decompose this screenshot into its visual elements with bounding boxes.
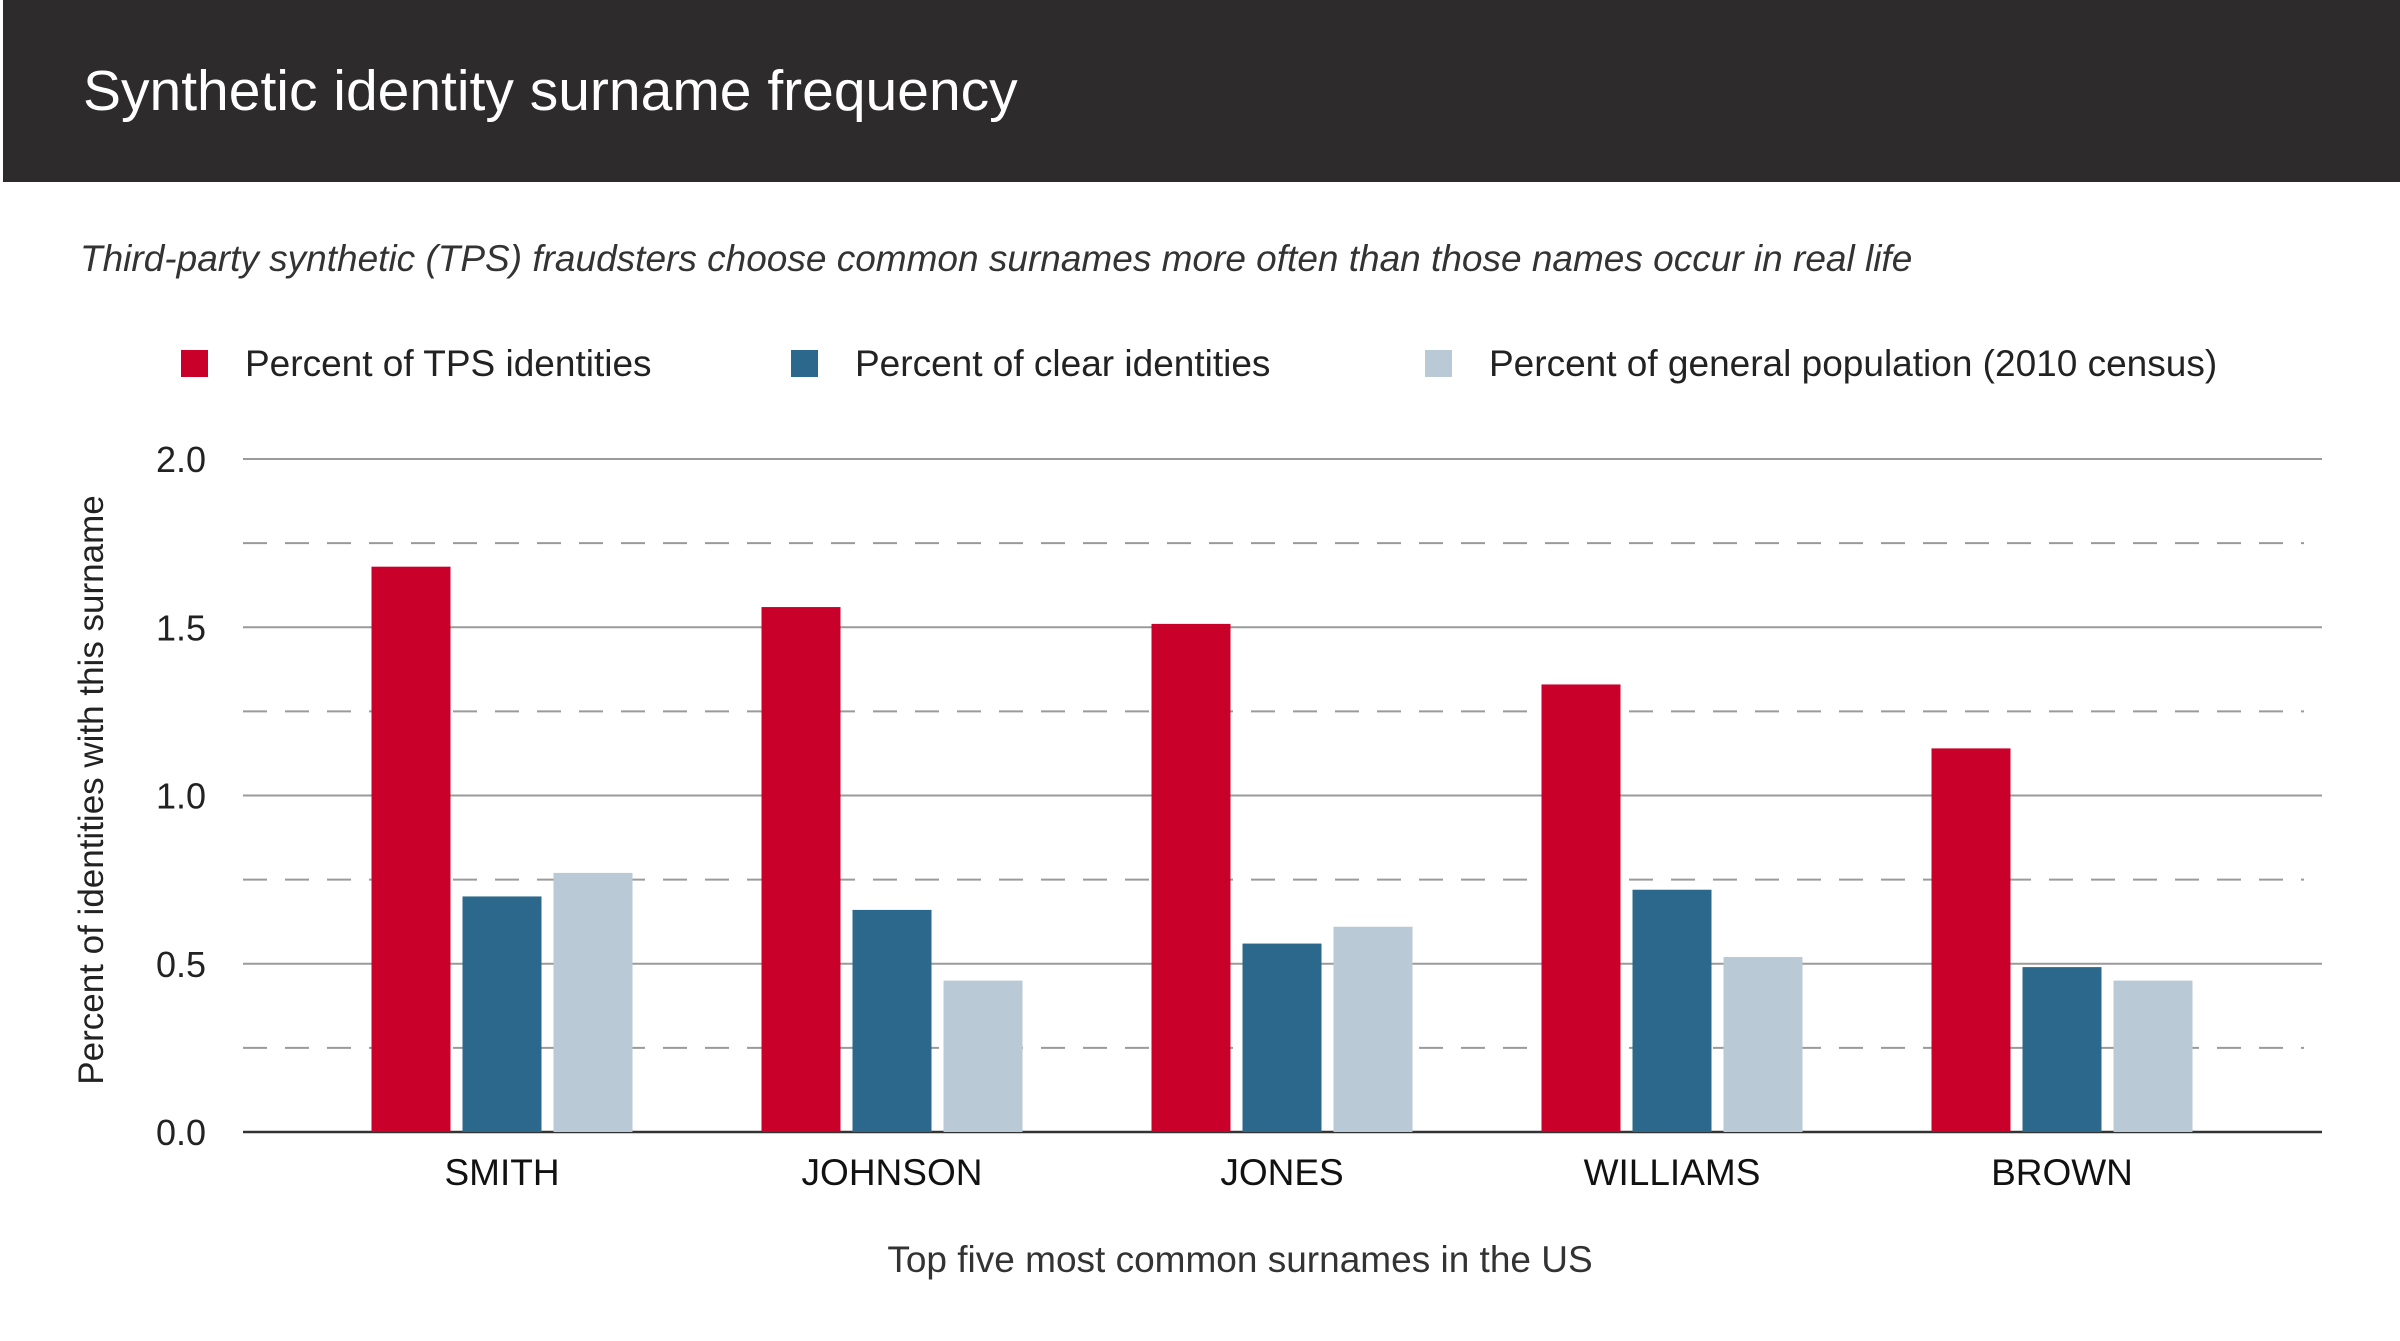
title-bar: Synthetic identity surname frequency — [3, 0, 2400, 182]
legend-label-census: Percent of general population (2010 cens… — [1489, 343, 2218, 384]
legend-swatch-tps — [181, 350, 208, 377]
bar-brown-series-0 — [1931, 748, 2011, 1132]
chart-subtitle: Third-party synthetic (TPS) fraudsters c… — [80, 238, 1913, 279]
bar-brown-series-2 — [2113, 980, 2193, 1132]
bar-johnson-series-1 — [852, 909, 932, 1132]
y-tick-label: 0.0 — [156, 1112, 206, 1153]
bar-jones-series-1 — [1242, 943, 1322, 1132]
x-tick-label-smith: SMITH — [444, 1152, 559, 1193]
x-axis-ticks: SMITH JOHNSON JONES WILLIAMS BROWN — [444, 1152, 2132, 1193]
bar-smith-series-0 — [371, 566, 451, 1132]
bars — [371, 566, 2193, 1132]
y-tick-label: 1.5 — [156, 607, 206, 648]
x-axis-label: Top five most common surnames in the US — [887, 1239, 1592, 1280]
bar-brown-series-1 — [2022, 967, 2102, 1132]
y-axis-label: Percent of identities with this surname — [72, 495, 111, 1084]
x-tick-label-johnson: JOHNSON — [802, 1152, 983, 1193]
legend-swatch-clear — [791, 350, 818, 377]
bar-williams-series-1 — [1632, 889, 1712, 1132]
bar-smith-series-1 — [462, 896, 542, 1132]
y-tick-label: 1.0 — [156, 776, 206, 817]
bar-williams-series-2 — [1723, 957, 1803, 1132]
legend-swatch-census — [1425, 350, 1452, 377]
bar-johnson-series-0 — [761, 607, 841, 1132]
x-tick-label-brown: BROWN — [1991, 1152, 2133, 1193]
chart-title: Synthetic identity surname frequency — [83, 59, 1018, 123]
bar-williams-series-0 — [1541, 684, 1621, 1132]
y-axis-ticks: 0.0 0.5 1.0 1.5 2.0 — [156, 439, 206, 1153]
legend-label-clear: Percent of clear identities — [855, 343, 1271, 384]
bar-johnson-series-2 — [943, 980, 1023, 1132]
y-tick-label: 2.0 — [156, 439, 206, 480]
bar-jones-series-2 — [1333, 926, 1413, 1132]
legend-label-tps: Percent of TPS identities — [245, 343, 652, 384]
bar-jones-series-0 — [1151, 623, 1231, 1132]
bar-smith-series-2 — [553, 872, 633, 1132]
y-tick-label: 0.5 — [156, 944, 206, 985]
x-tick-label-jones: JONES — [1220, 1152, 1343, 1193]
x-tick-label-williams: WILLIAMS — [1584, 1152, 1761, 1193]
